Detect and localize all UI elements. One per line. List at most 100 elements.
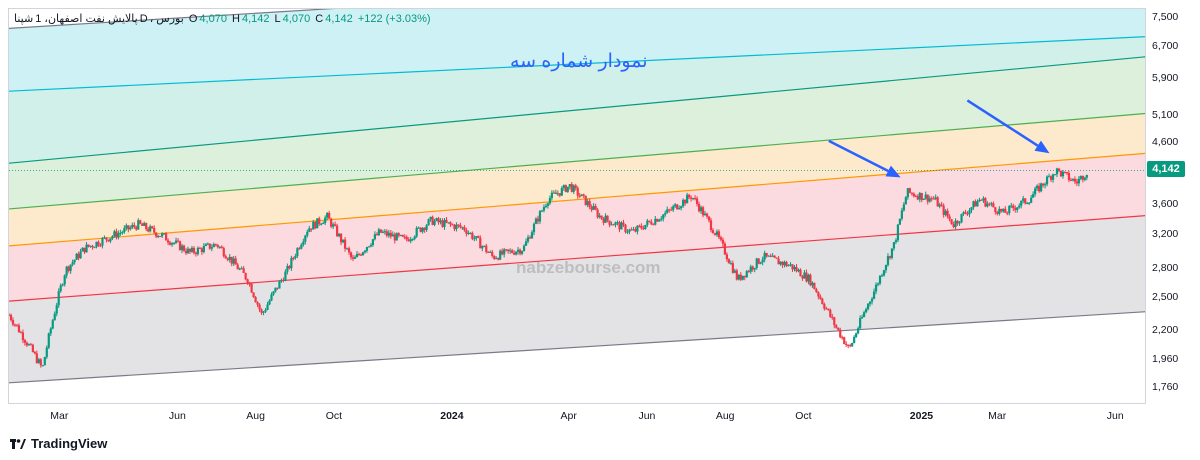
candle-body [212,244,215,248]
candle-body [739,274,742,280]
candle-body [520,251,524,254]
candle-body [572,185,575,192]
candle-body [248,283,251,285]
y-tick-label: 3,200 [1152,228,1179,241]
candle-body [316,218,319,229]
candle-body [258,304,261,310]
candle-body [230,256,233,264]
candle-body [992,203,995,208]
candle-body [475,236,478,239]
candle-body [654,218,657,225]
candle-body [878,275,882,284]
candle-body [751,266,754,270]
channel-line[interactable] [9,152,1146,247]
candle-body [648,220,651,222]
candle-body [324,217,327,223]
candle-body [898,218,901,225]
candle-body [763,252,766,260]
candle-body [1004,208,1007,213]
candle-body [137,220,140,230]
candle-body [121,232,124,234]
candle-body [441,220,444,227]
candle-body [1041,183,1045,186]
candle-body [859,318,862,329]
candle-body [668,209,671,211]
candle-body [439,220,442,223]
candle-body [97,241,100,246]
candle-body [797,269,800,272]
candle-body [674,204,677,207]
channel-line[interactable] [9,311,1146,384]
candle-body [1002,208,1005,212]
candle-body [626,231,629,233]
candle-body [288,266,291,269]
x-tick-label: Aug [715,410,735,422]
candle-body [91,245,94,248]
channel-line[interactable] [9,9,1146,29]
candle-body [982,198,985,201]
candle-body [208,243,211,249]
y-tick-label: 6,700 [1152,39,1179,52]
candle-body [282,279,285,281]
candle-body [855,333,858,337]
x-tick-label: Aug [246,410,265,422]
candle-body [322,222,325,224]
candle-body [330,218,333,227]
candle-body [707,216,711,221]
candle-body [180,245,184,251]
candle-body [598,215,601,218]
candle-body [821,298,824,304]
channel-line[interactable] [9,56,1146,164]
candle-body [389,232,392,237]
candle-body [938,204,941,207]
candle-body [469,232,472,234]
candle-body [511,250,514,253]
annotation-arrow[interactable] [828,139,901,178]
channel-line[interactable] [9,112,1146,210]
candle-body [882,270,886,276]
candle-body [928,198,931,202]
candle-body [391,234,394,237]
candle-body [789,264,792,266]
candle-body [864,309,868,313]
x-tick-label: Apr [560,410,577,422]
ohlc-legend: پالایش نفت اصفهان، 1شپنا D ، بورس O 4,070 H… [14,13,431,25]
candle-body [79,251,82,259]
candle-body [715,231,719,235]
candle-body [990,203,993,205]
candle-body [280,279,283,282]
candle-body [1045,176,1049,185]
annotation-arrow[interactable] [966,99,1050,154]
candle-body [807,274,810,282]
tradingview-brand[interactable]: TradingView [10,436,107,451]
candle-body [620,222,623,230]
candle-body [401,234,404,237]
candle-body [660,218,663,220]
candle-body [522,245,526,252]
candle-body [880,275,884,277]
candle-body [771,255,774,257]
price-chart[interactable] [9,9,1146,404]
candle-body [238,268,241,270]
y-tick-label: 1,760 [1152,380,1179,393]
candle-body [129,227,132,230]
candle-body [1006,212,1009,214]
channel-line[interactable] [9,215,1146,302]
candle-body [600,215,603,219]
candle-body [793,266,796,270]
candle-body [174,240,178,243]
candle-body [837,327,840,330]
candle-body [276,287,279,289]
chart-area[interactable] [8,8,1146,404]
candle-body [853,336,856,343]
candle-body [25,342,28,346]
candle-body [534,218,538,224]
candle-body [811,282,814,286]
candle-body [157,236,160,238]
last-price-tag: 4,142 [1147,161,1185,178]
candle-body [405,236,408,240]
candle-body [688,194,691,198]
channel-line[interactable] [9,36,1146,92]
candle-body [176,240,180,242]
candle-body [874,284,878,292]
